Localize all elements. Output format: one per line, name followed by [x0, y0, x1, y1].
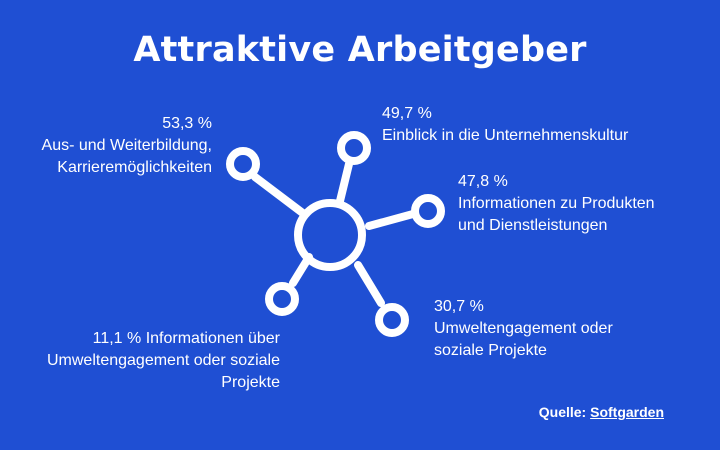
node-tr	[337, 131, 371, 165]
text-line: und Dienstleistungen	[458, 217, 608, 234]
page-title: Attraktive Arbeitgeber	[133, 30, 587, 70]
source-label: Quelle:	[538, 404, 587, 420]
label-umwelt-info: 11,1 % Informationen über Umweltengageme…	[0, 328, 280, 394]
value-produkte: 47,8 %	[458, 173, 508, 190]
spoke-tr	[336, 160, 353, 205]
value-umwelt: 30,7 %	[434, 298, 484, 315]
value-ausbildung: 53,3 %	[162, 115, 212, 132]
value-unternehmenskultur: 49,7 %	[382, 105, 432, 122]
label-ausbildung: 53,3 % Aus- und Weiterbildung, Karrierem…	[0, 113, 212, 179]
text-line: Karrieremöglichkeiten	[57, 159, 212, 176]
node-br	[375, 303, 409, 337]
node-tl	[226, 147, 260, 181]
text-line: 11,1 % Informationen über	[92, 330, 280, 347]
node-r	[411, 194, 445, 228]
text-line: Aus- und Weiterbildung,	[41, 137, 212, 154]
text-line: Informationen zu Produkten	[458, 195, 655, 212]
spoke-br	[354, 261, 385, 307]
node-bl	[265, 282, 299, 316]
hub-center	[294, 199, 366, 271]
text-line: soziale Projekte	[434, 342, 547, 359]
source-link[interactable]: Softgarden	[590, 404, 664, 420]
spoke-r	[365, 210, 417, 230]
source-credit: Quelle: Softgarden	[539, 404, 664, 420]
text-line: Einblick in die Unternehmenskultur	[382, 127, 629, 144]
spoke-tl	[251, 173, 308, 218]
text-line: Projekte	[221, 374, 280, 391]
text-line: Umweltengagement oder soziale	[46, 352, 280, 369]
label-umwelt: 30,7 % Umweltengagement oder soziale Pro…	[434, 296, 694, 362]
label-unternehmenskultur: 49,7 % Einblick in die Unternehmenskultu…	[382, 103, 682, 147]
text-line: Umweltengagement oder	[434, 320, 613, 337]
label-produkte: 47,8 % Informationen zu Produkten und Di…	[458, 171, 708, 237]
